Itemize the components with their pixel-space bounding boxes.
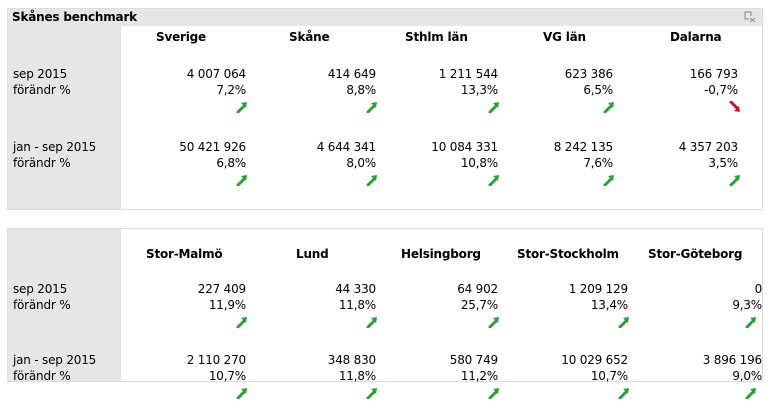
column-header[interactable]: Sthlm län: [405, 30, 468, 44]
city-panel-region: Stor-Malmö Lund Helsingborg Stor-Stockholm S…: [7, 228, 763, 399]
change-cell: 9,0%: [732, 369, 762, 383]
value-cell: 50 421 926: [179, 140, 246, 154]
change-cell: 13,3%: [460, 83, 498, 97]
period-label: sep 2015: [13, 67, 68, 81]
change-cell: 7,2%: [216, 83, 246, 97]
row-label-column: [8, 26, 121, 209]
trend-up-arrow-icon: [366, 388, 377, 399]
trend-up-arrow-icon: [488, 388, 499, 399]
change-cell: 3,5%: [708, 156, 738, 170]
value-cell: 348 830: [327, 353, 376, 367]
period-label: jan - sep 2015: [13, 140, 97, 154]
change-cell: 11,8%: [338, 298, 376, 312]
value-cell: 4 357 203: [678, 140, 738, 154]
column-header[interactable]: Stor-Malmö: [146, 247, 223, 261]
value-cell: 4 007 064: [186, 67, 246, 81]
value-cell: 0: [754, 282, 763, 296]
value-cell: 623 386: [564, 67, 613, 81]
change-cell: 10,7%: [208, 369, 246, 383]
value-cell: 4 644 341: [316, 140, 376, 154]
panel-title: Skånes benchmark: [12, 10, 137, 24]
value-cell: 1 211 544: [438, 67, 498, 81]
change-cell: 10,7%: [590, 369, 628, 383]
column-header[interactable]: Stor-Göteborg: [648, 247, 743, 261]
trend-up-arrow-icon: [603, 175, 614, 186]
change-label: förändr %: [13, 298, 71, 312]
trend-up-arrow-icon: [745, 388, 756, 399]
change-cell: -0,7%: [704, 83, 738, 97]
change-cell: 25,7%: [460, 298, 498, 312]
value-cell: 1 209 129: [568, 282, 628, 296]
column-header[interactable]: Helsingborg: [401, 247, 481, 261]
value-cell: 3 896 196: [702, 353, 762, 367]
value-cell: 64 902: [457, 282, 498, 296]
value-cell: 10 084 331: [431, 140, 498, 154]
change-cell: 13,4%: [590, 298, 628, 312]
trend-up-arrow-icon: [488, 102, 499, 113]
change-label: förändr %: [13, 83, 71, 97]
trend-up-arrow-icon: [745, 317, 756, 328]
value-cell: 8 242 135: [553, 140, 613, 154]
trend-up-arrow-icon: [603, 102, 614, 113]
trend-up-arrow-icon: [488, 175, 499, 186]
column-header[interactable]: Lund: [296, 247, 329, 261]
trend-up-arrow-icon: [488, 317, 499, 328]
trend-up-arrow-icon: [236, 388, 247, 399]
column-header[interactable]: Dalarna: [670, 30, 722, 44]
value-cell: 44 330: [335, 282, 376, 296]
row-label-column: [8, 229, 121, 381]
trend-down-arrow-icon: [729, 101, 740, 112]
column-header[interactable]: VG län: [543, 30, 586, 44]
change-cell: 10,8%: [460, 156, 498, 170]
trend-up-arrow-icon: [729, 175, 740, 186]
panel-titlebar: Skånes benchmark: [8, 9, 762, 26]
column-header[interactable]: Stor-Stockholm: [517, 247, 619, 261]
change-cell: 11,8%: [338, 369, 376, 383]
value-cell: 10 029 652: [561, 353, 628, 367]
change-cell: 8,0%: [346, 156, 376, 170]
change-label: förändr %: [13, 156, 71, 170]
trend-up-arrow-icon: [366, 317, 377, 328]
change-cell: 7,6%: [583, 156, 613, 170]
change-cell: 6,8%: [216, 156, 246, 170]
change-cell: 11,2%: [460, 369, 498, 383]
benchmark-panel-region: Skånes benchmark Sverige Skåne Sthlm län VG…: [7, 8, 763, 210]
change-cell: 11,9%: [208, 298, 246, 312]
trend-up-arrow-icon: [236, 102, 247, 113]
value-cell: 2 110 270: [186, 353, 246, 367]
trend-up-arrow-icon: [366, 102, 377, 113]
clear-selection-icon[interactable]: [744, 11, 756, 23]
trend-up-arrow-icon: [366, 175, 377, 186]
value-cell: 166 793: [689, 67, 738, 81]
period-label: sep 2015: [13, 282, 68, 296]
value-cell: 414 649: [327, 67, 376, 81]
column-header[interactable]: Skåne: [289, 30, 330, 44]
period-label: jan - sep 2015: [13, 353, 97, 367]
trend-up-arrow-icon: [236, 175, 247, 186]
trend-up-arrow-icon: [236, 317, 247, 328]
value-cell: 227 409: [197, 282, 246, 296]
change-cell: 9,3%: [732, 298, 762, 312]
column-header[interactable]: Sverige: [156, 30, 206, 44]
change-cell: 6,5%: [583, 83, 613, 97]
trend-up-arrow-icon: [618, 388, 629, 399]
value-cell: 580 749: [449, 353, 498, 367]
change-cell: 8,8%: [346, 83, 376, 97]
change-label: förändr %: [13, 369, 71, 383]
trend-up-arrow-icon: [618, 317, 629, 328]
